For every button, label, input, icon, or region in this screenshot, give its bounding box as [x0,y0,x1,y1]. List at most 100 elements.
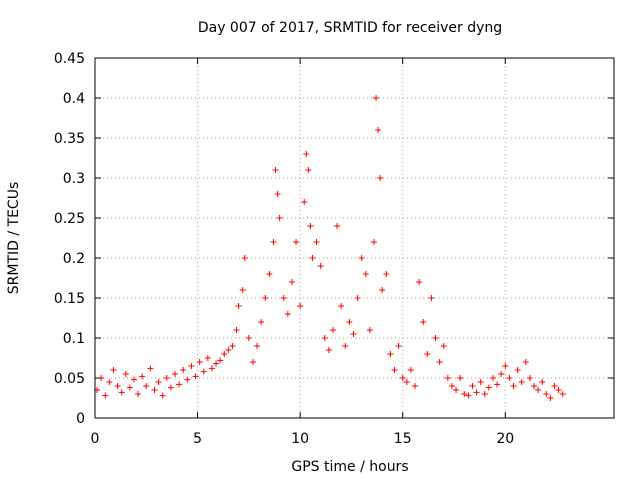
data-points [94,95,566,401]
data-point [110,367,117,373]
data-point [551,383,558,389]
data-point [135,391,142,397]
data-point [122,371,129,377]
data-point [510,383,517,389]
data-point [526,375,533,381]
data-point [262,295,269,301]
data-point [151,387,158,393]
data-point [305,167,312,173]
y-tick-label: 0.3 [63,171,85,187]
data-point [239,287,246,293]
data-point [559,391,566,397]
y-tick-label: 0 [76,411,85,427]
data-point [342,343,349,349]
data-point [143,383,150,389]
x-axis-label: GPS time / hours [291,459,408,475]
data-point [184,376,191,383]
data-point [375,127,382,133]
y-tick-label: 0.05 [54,371,85,387]
y-tick-label: 0.45 [54,51,85,67]
y-tick-label: 0.4 [63,91,85,107]
data-point [543,391,550,397]
data-point [225,347,232,353]
data-point [485,384,492,391]
data-point [453,387,460,393]
data-point [188,363,195,369]
y-tick-label: 0.35 [54,131,85,147]
data-point [309,255,316,261]
data-point [416,279,423,285]
data-point [147,365,154,372]
data-point [448,383,455,389]
data-point [473,389,480,396]
data-point [293,239,300,245]
data-point [303,151,310,157]
y-tick-label: 0.25 [54,211,85,227]
data-point [284,311,291,317]
data-point [200,368,207,375]
chart-title: Day 007 of 2017, SRMTID for receiver dyn… [198,20,502,36]
data-point [176,381,183,388]
data-point [217,357,224,364]
data-point [245,335,252,341]
data-point [139,373,146,380]
data-point [498,371,505,377]
data-point [274,191,281,197]
data-point [288,279,295,285]
data-point [440,343,447,349]
data-point [229,343,236,349]
y-tick-label: 0.15 [54,291,85,307]
data-point [114,383,121,389]
data-point [514,367,521,373]
data-point [518,379,525,385]
data-point [346,319,353,325]
data-point [362,271,369,277]
data-point [301,199,308,205]
x-tick-label: 0 [91,431,100,447]
data-point [432,335,439,341]
data-point [272,167,279,173]
data-point [163,375,170,381]
data-point [155,379,162,385]
data-point [321,335,328,341]
x-tick-label: 10 [291,431,309,447]
data-point [377,175,384,181]
data-point [338,303,345,309]
data-point [358,255,365,261]
data-point [280,295,287,301]
data-point [477,379,484,385]
data-point [539,379,546,385]
data-point [403,379,410,385]
data-point [465,392,472,399]
data-point [313,239,320,245]
data-point [373,95,380,101]
data-point [383,271,390,277]
data-point [494,381,501,388]
data-point [420,319,427,325]
data-point [444,375,451,381]
data-point [106,379,113,385]
data-point [350,331,357,337]
data-point [235,303,242,309]
data-point [387,351,394,357]
data-point [266,271,273,277]
data-point [535,387,542,393]
data-point [196,359,203,365]
data-point [391,367,398,373]
data-point [412,383,419,389]
data-point [489,375,496,381]
data-point [233,327,240,333]
data-point [276,215,283,221]
x-tick-label: 20 [496,431,514,447]
data-point [172,371,179,377]
data-point [317,263,324,269]
data-point [424,351,431,357]
x-tick-label: 5 [193,431,202,447]
data-point [428,295,435,301]
data-point [159,392,166,399]
data-point [249,359,256,365]
x-tick-label: 15 [394,431,412,447]
data-point [547,395,554,401]
data-point [329,327,336,333]
